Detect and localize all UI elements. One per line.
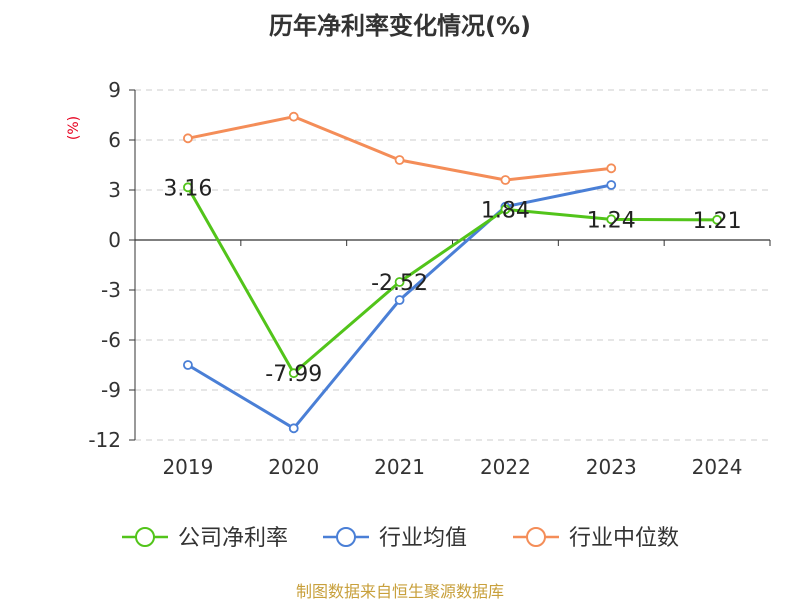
data-point bbox=[394, 295, 405, 305]
data-point bbox=[288, 423, 299, 434]
legend-label: 公司净利率 bbox=[178, 526, 288, 551]
x-tick-label: 2022 bbox=[480, 455, 531, 479]
y-tick-label: -12 bbox=[88, 428, 121, 452]
series-line bbox=[187, 115, 612, 182]
x-tick-label: 2019 bbox=[162, 455, 213, 479]
y-tick-label: -6 bbox=[101, 328, 121, 352]
x-tick-labels: 2019 2020 2021 2022 2023 2024 bbox=[162, 455, 742, 479]
legend-marker-icon bbox=[526, 527, 546, 547]
data-label: 1.24 bbox=[587, 208, 636, 233]
y-axis-label: (%) bbox=[66, 116, 82, 140]
data-point bbox=[500, 175, 511, 185]
data-label: -7.99 bbox=[265, 362, 322, 387]
legend-item-2[interactable]: 行业中位数 bbox=[513, 526, 679, 551]
data-labels: 3.16 -7.99 -2.52 1.84 1.24 1.21 bbox=[163, 176, 741, 387]
legend-item-1[interactable]: 行业均值 bbox=[323, 526, 467, 551]
y-tick-label: 6 bbox=[108, 128, 121, 152]
data-point bbox=[394, 155, 405, 165]
data-point bbox=[712, 214, 722, 225]
y-tick-label: 3 bbox=[108, 178, 121, 202]
data-point bbox=[606, 214, 617, 225]
series-0 bbox=[183, 182, 722, 379]
x-tick-label: 2024 bbox=[692, 455, 743, 479]
legend-item-0[interactable]: 公司净利率 bbox=[122, 526, 288, 551]
data-label: 1.84 bbox=[481, 198, 530, 223]
data-point bbox=[606, 163, 617, 174]
series-line bbox=[186, 186, 718, 375]
chart-title: 历年净利率变化情况(%) bbox=[269, 12, 531, 40]
y-tick-label: -9 bbox=[101, 378, 121, 402]
data-point bbox=[394, 277, 405, 287]
y-tick-label: 9 bbox=[108, 78, 121, 102]
data-point bbox=[183, 133, 193, 144]
data-point bbox=[288, 368, 299, 379]
series-lines bbox=[183, 111, 722, 434]
grid-lines bbox=[135, 89, 770, 441]
x-tick-label: 2023 bbox=[586, 455, 637, 479]
legend[interactable]: 公司净利率 行业均值 行业中位数 bbox=[122, 526, 679, 551]
x-tick-label: 2021 bbox=[374, 455, 425, 479]
data-point bbox=[500, 204, 511, 215]
y-tick-labels: 9 6 3 0 -3 -6 -9 -12 bbox=[88, 78, 121, 452]
data-label: 1.21 bbox=[693, 209, 742, 234]
data-label: -2.52 bbox=[371, 271, 428, 296]
y-tick-label: -3 bbox=[101, 278, 121, 302]
data-point bbox=[606, 180, 617, 190]
data-point bbox=[183, 182, 193, 193]
legend-label: 行业中位数 bbox=[569, 526, 679, 551]
legend-label: 行业均值 bbox=[379, 526, 467, 551]
series-1 bbox=[183, 180, 617, 434]
x-tick-label: 2020 bbox=[268, 455, 319, 479]
y-tick-label: 0 bbox=[108, 228, 121, 252]
legend-marker-icon bbox=[336, 527, 356, 547]
series-2 bbox=[183, 111, 617, 185]
data-label: 3.16 bbox=[163, 176, 212, 201]
data-point bbox=[288, 111, 299, 122]
series-line bbox=[187, 183, 612, 430]
source-note: 制图数据来自恒生聚源数据库 bbox=[295, 582, 504, 601]
data-point bbox=[183, 360, 193, 370]
legend-marker-icon bbox=[135, 527, 155, 547]
axes bbox=[129, 89, 771, 441]
